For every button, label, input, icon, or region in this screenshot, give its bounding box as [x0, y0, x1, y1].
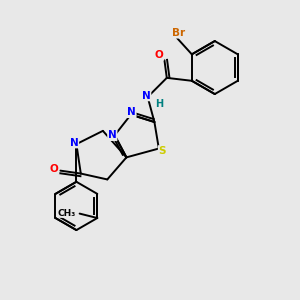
Text: N: N [142, 91, 151, 100]
Text: CH₃: CH₃ [58, 208, 76, 217]
Text: N: N [70, 138, 78, 148]
Text: O: O [155, 50, 164, 60]
Text: Br: Br [172, 28, 185, 38]
Text: S: S [159, 146, 166, 156]
Text: N: N [127, 107, 136, 117]
Text: O: O [50, 164, 59, 173]
Text: N: N [108, 130, 117, 140]
Text: H: H [155, 99, 163, 110]
